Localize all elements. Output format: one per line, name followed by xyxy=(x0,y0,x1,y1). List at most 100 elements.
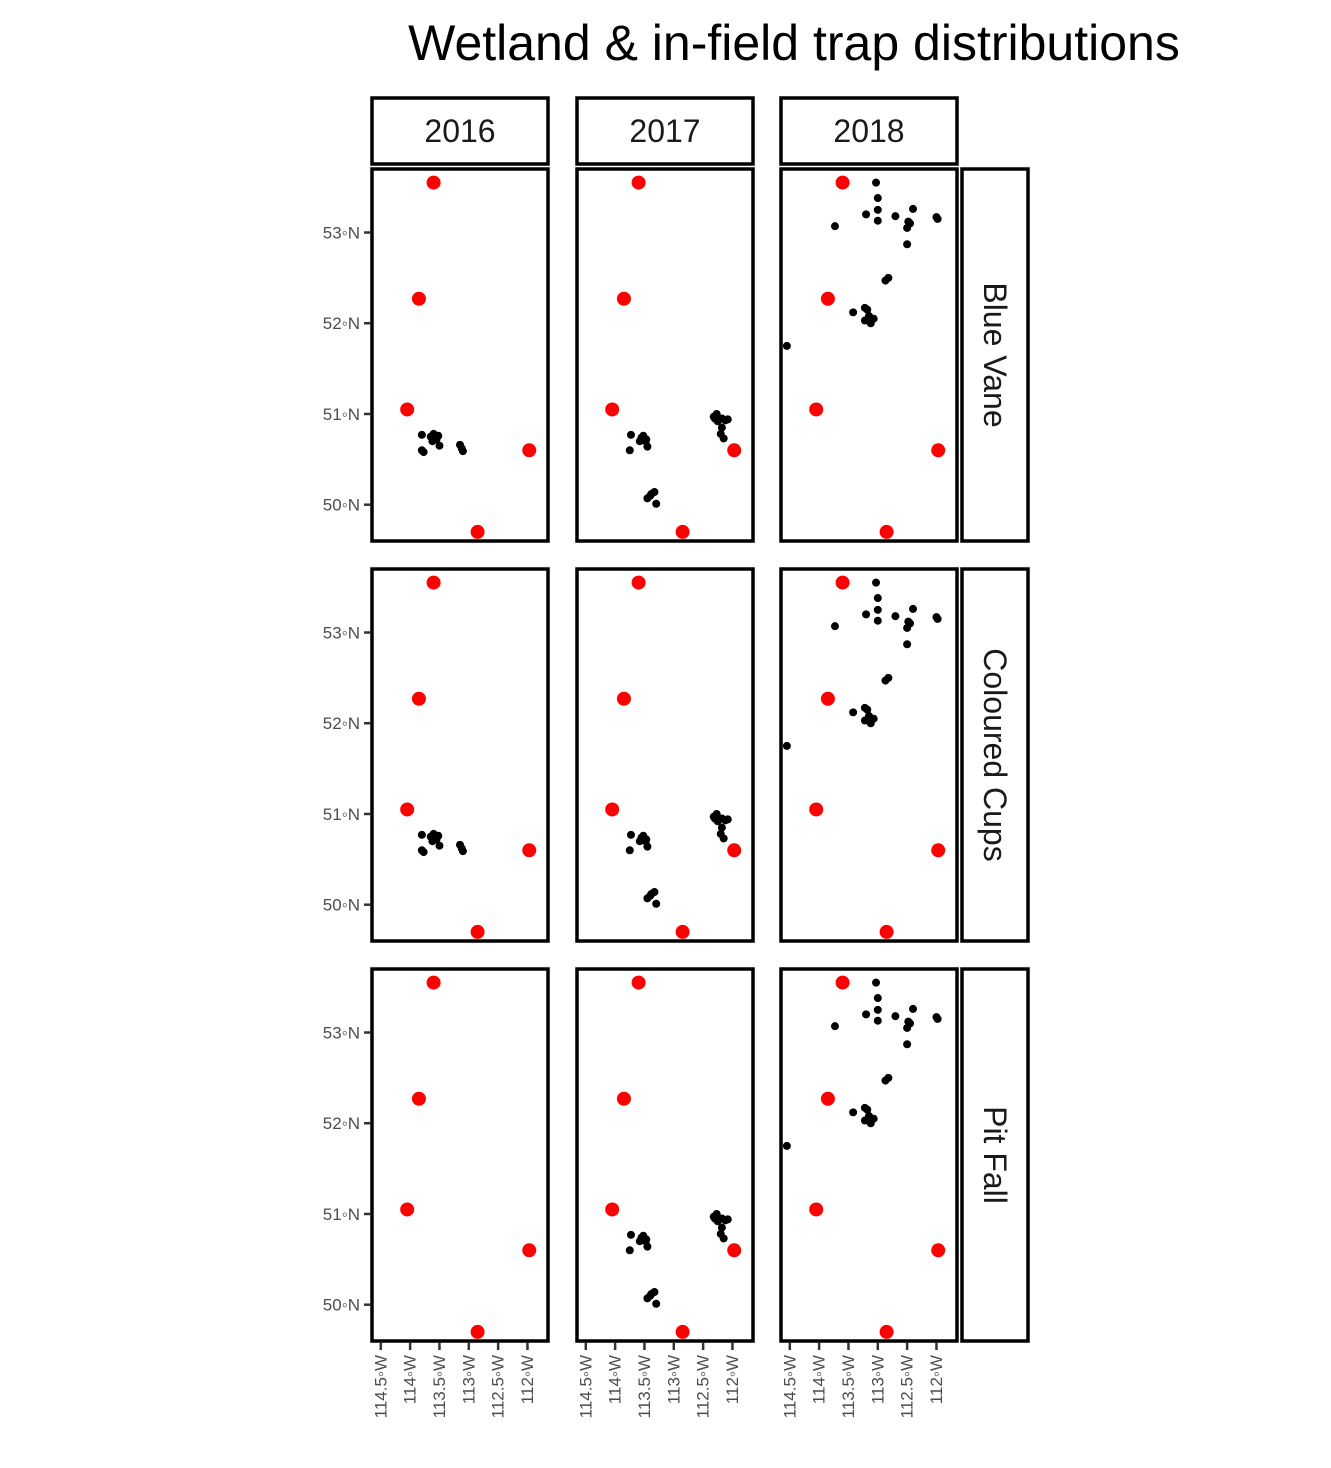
reference-point xyxy=(426,975,441,990)
reference-point xyxy=(411,691,426,706)
trap-point xyxy=(881,276,890,285)
reference-point xyxy=(411,1091,426,1106)
trap-point xyxy=(903,623,912,632)
reference-point xyxy=(426,575,441,590)
trap-point xyxy=(625,846,634,855)
column-strip-box xyxy=(370,96,550,166)
row-strip-label: Pit Fall xyxy=(977,1106,1013,1204)
trap-point xyxy=(723,1215,732,1224)
trap-point xyxy=(719,434,728,443)
facet-panel xyxy=(370,567,550,943)
y-tick-label: 53◦N xyxy=(323,624,360,643)
reference-point xyxy=(616,691,631,706)
column-strips: 2016 2017 2018 xyxy=(370,96,959,166)
panel-border xyxy=(779,967,959,1343)
trap-point xyxy=(873,616,882,625)
trap-point xyxy=(903,640,912,649)
reference-point xyxy=(835,975,850,990)
trap-point xyxy=(419,448,428,457)
reference-point xyxy=(616,291,631,306)
facet-panel xyxy=(779,567,959,943)
trap-point xyxy=(652,1299,661,1308)
chart-title: Wetland & in-field trap distributions xyxy=(408,15,1180,71)
reference-point xyxy=(522,843,537,858)
trap-point xyxy=(891,612,900,621)
reference-point xyxy=(879,924,894,939)
trap-point xyxy=(909,604,917,613)
trap-point xyxy=(904,217,913,226)
reference-point xyxy=(470,524,485,539)
reference-point xyxy=(820,691,835,706)
x-tick-label: 114◦W xyxy=(401,1355,420,1404)
facet-panel xyxy=(575,167,755,543)
x-tick-label: 112.5◦W xyxy=(489,1355,508,1418)
trap-point xyxy=(626,1230,635,1239)
x-tick-label: 113◦W xyxy=(459,1355,478,1404)
reference-point xyxy=(879,1324,894,1339)
x-tick-label: 114◦W xyxy=(810,1355,829,1404)
trap-point xyxy=(849,1108,858,1117)
x-tick-label: 112◦W xyxy=(518,1355,537,1404)
trap-point xyxy=(865,311,873,320)
trap-point xyxy=(417,830,426,839)
facet-panel xyxy=(575,967,755,1343)
x-tick-label: 113.5◦W xyxy=(839,1355,858,1418)
trap-point xyxy=(866,719,875,728)
trap-point xyxy=(646,1291,655,1300)
trap-point xyxy=(646,891,655,900)
trap-point xyxy=(709,812,718,821)
reference-point xyxy=(835,575,850,590)
trap-point xyxy=(872,978,881,987)
reference-point xyxy=(605,402,620,417)
y-tick-label: 53◦N xyxy=(323,224,360,243)
column-strip-box xyxy=(779,96,959,166)
x-axes: 114.5◦W 114◦W 113.5◦W 113◦W 112.5◦W 112◦W 114.… xyxy=(371,1342,946,1418)
panel-border xyxy=(779,167,959,543)
trap-point xyxy=(426,432,435,441)
trap-point xyxy=(849,708,858,717)
trap-point xyxy=(641,1237,650,1246)
reference-point xyxy=(411,291,426,306)
y-tick-label: 51◦N xyxy=(323,805,360,824)
trap-point xyxy=(863,1105,872,1114)
panel-border xyxy=(370,967,550,1343)
row-strip-box xyxy=(960,567,1030,943)
x-tick-label: 112◦W xyxy=(927,1355,946,1404)
trap-point xyxy=(933,614,942,623)
column-strip-label: 2018 xyxy=(833,113,904,149)
panel-border xyxy=(575,567,755,943)
trap-point xyxy=(866,319,875,328)
trap-point xyxy=(862,1010,871,1019)
trap-point xyxy=(865,1111,873,1120)
trap-point xyxy=(458,847,467,856)
x-tick-label: 113◦W xyxy=(868,1355,887,1404)
panel-border xyxy=(370,167,550,543)
reference-point xyxy=(426,175,441,190)
x-tick-label: 112.5◦W xyxy=(898,1355,917,1418)
trap-point xyxy=(717,423,726,432)
trap-point xyxy=(782,741,791,750)
trap-point xyxy=(719,1234,728,1243)
reference-point xyxy=(675,524,690,539)
trap-point xyxy=(717,823,726,832)
reference-point xyxy=(931,1243,946,1258)
trap-point xyxy=(723,815,732,824)
trap-point xyxy=(865,711,873,720)
trap-point xyxy=(862,610,871,619)
y-tick-label: 52◦N xyxy=(323,314,360,333)
y-tick-label: 52◦N xyxy=(323,714,360,733)
row-strip-label: Coloured Cups xyxy=(977,648,1013,861)
trap-point xyxy=(903,240,912,249)
reference-point xyxy=(820,1091,835,1106)
trap-point xyxy=(873,205,882,214)
x-tick-label: 114.5◦W xyxy=(576,1355,595,1418)
reference-point xyxy=(675,1324,690,1339)
trap-point xyxy=(891,212,900,221)
reference-point xyxy=(400,402,415,417)
trap-point xyxy=(849,308,858,317)
x-tick-label: 114◦W xyxy=(606,1355,625,1404)
facet-panel xyxy=(575,567,755,943)
trap-point xyxy=(717,1223,726,1232)
trap-point xyxy=(873,994,882,1003)
